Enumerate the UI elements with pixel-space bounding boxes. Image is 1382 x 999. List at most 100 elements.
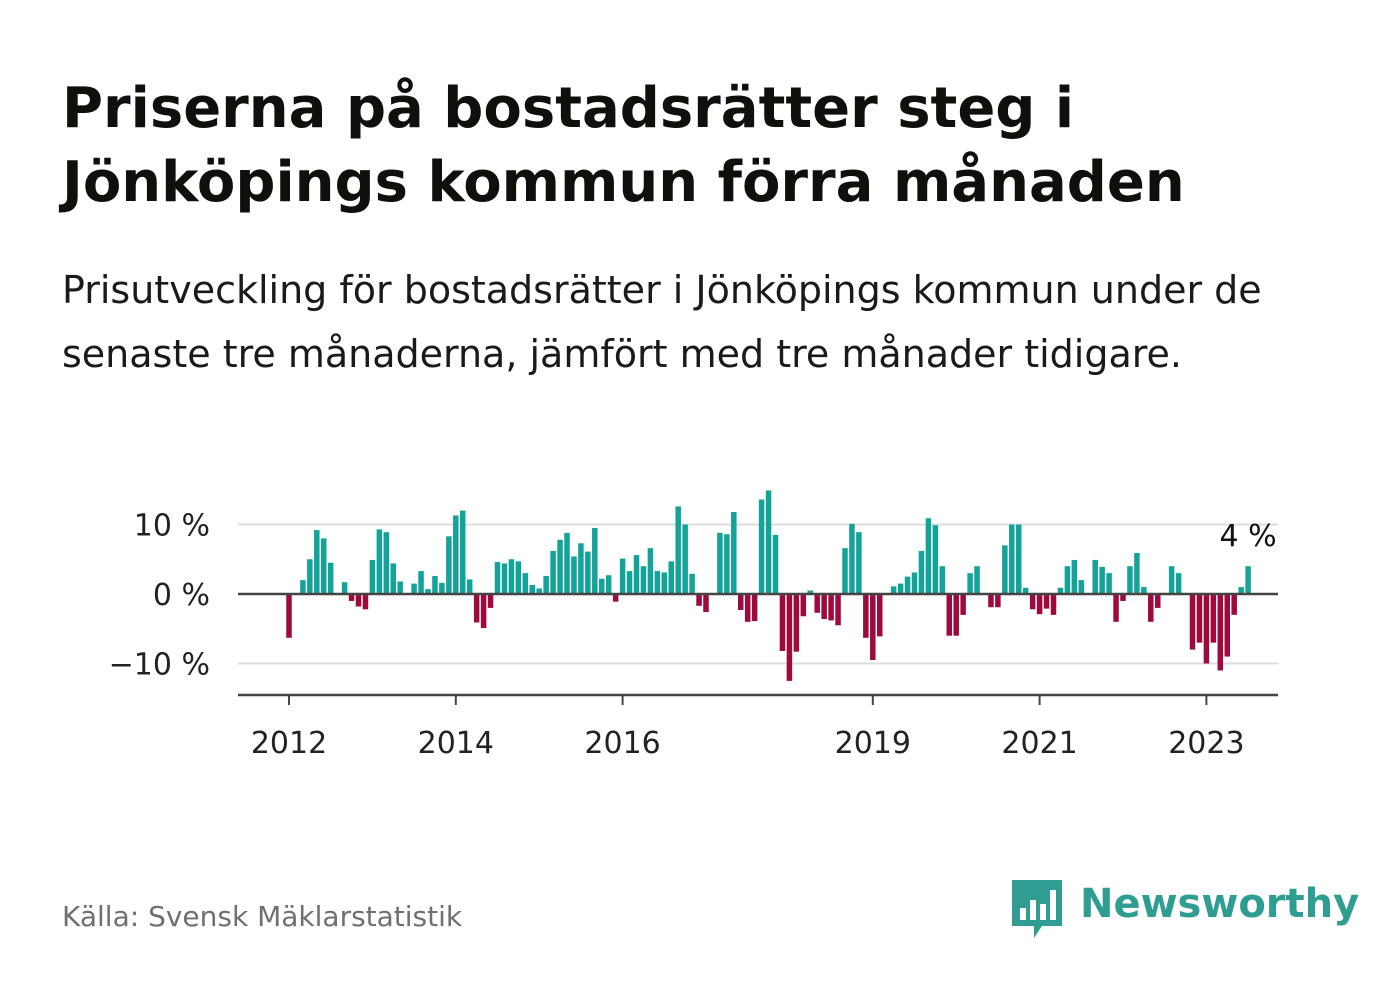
bar bbox=[508, 559, 515, 594]
x-tick-label: 2016 bbox=[584, 726, 660, 761]
bar bbox=[1036, 594, 1043, 615]
bar bbox=[995, 594, 1001, 608]
bar bbox=[348, 594, 355, 601]
bar bbox=[536, 588, 542, 594]
bar bbox=[418, 571, 424, 594]
last-value-annotation: 4 % bbox=[1220, 519, 1277, 554]
y-axis-ticks: −10 % 0 % 10 % bbox=[109, 509, 210, 683]
bar bbox=[911, 572, 918, 594]
x-tick-label: 2014 bbox=[418, 726, 494, 761]
bar bbox=[286, 594, 292, 638]
bar bbox=[592, 527, 598, 594]
bar bbox=[1009, 524, 1015, 594]
bar bbox=[1043, 594, 1050, 609]
bar bbox=[772, 534, 779, 594]
bar bbox=[397, 581, 403, 594]
bar bbox=[640, 566, 647, 594]
bar bbox=[779, 594, 786, 651]
bar bbox=[599, 578, 605, 594]
bar bbox=[1210, 594, 1217, 643]
bar bbox=[557, 539, 563, 594]
bar bbox=[842, 548, 848, 594]
x-tick-label: 2012 bbox=[251, 726, 327, 761]
bar bbox=[1064, 566, 1071, 594]
bar bbox=[473, 594, 480, 623]
bar bbox=[1057, 587, 1064, 594]
y-tick-label: 0 % bbox=[153, 578, 210, 613]
bar bbox=[925, 518, 932, 594]
bar bbox=[696, 594, 702, 606]
bar bbox=[703, 594, 709, 613]
bar bbox=[1120, 594, 1126, 601]
bar bbox=[515, 561, 522, 594]
bar bbox=[480, 594, 487, 629]
bar bbox=[724, 534, 730, 594]
bar bbox=[529, 584, 535, 595]
bar bbox=[571, 556, 577, 594]
bar bbox=[341, 582, 348, 594]
bar bbox=[1002, 545, 1008, 594]
bar bbox=[675, 506, 681, 594]
bar bbox=[446, 536, 452, 594]
bar bbox=[605, 575, 612, 594]
bar bbox=[550, 550, 556, 594]
bar bbox=[682, 524, 688, 594]
bar bbox=[828, 594, 834, 621]
bar bbox=[946, 594, 952, 636]
bar bbox=[1155, 594, 1161, 608]
bar bbox=[1113, 594, 1119, 622]
bar bbox=[1175, 573, 1182, 594]
bar bbox=[300, 580, 306, 594]
bar bbox=[821, 594, 827, 620]
bar bbox=[314, 530, 320, 594]
bar bbox=[355, 594, 362, 607]
bar bbox=[1141, 587, 1147, 594]
bar bbox=[1092, 559, 1098, 594]
bar bbox=[1127, 566, 1133, 594]
bar bbox=[661, 572, 668, 594]
bar bbox=[390, 563, 396, 594]
bar bbox=[1196, 594, 1203, 643]
bar bbox=[856, 532, 862, 594]
y-tick-label: −10 % bbox=[109, 648, 210, 683]
bar bbox=[863, 594, 869, 638]
bar bbox=[564, 532, 570, 594]
bar bbox=[411, 583, 417, 595]
y-tick-label: 10 % bbox=[134, 509, 210, 544]
bar bbox=[953, 594, 959, 636]
bar bbox=[668, 561, 674, 594]
brand-name: Newsworthy bbox=[1080, 881, 1360, 927]
bar bbox=[501, 563, 508, 594]
bar bbox=[453, 515, 459, 594]
x-tick-label: 2023 bbox=[1168, 726, 1244, 761]
bar bbox=[460, 510, 466, 594]
bar bbox=[362, 594, 369, 610]
bar bbox=[1238, 587, 1244, 594]
bar bbox=[626, 571, 633, 594]
bars bbox=[286, 490, 1251, 681]
bar bbox=[918, 550, 925, 594]
bar bbox=[758, 499, 765, 594]
bar bbox=[1106, 573, 1112, 594]
bar bbox=[890, 586, 897, 595]
bar bbox=[793, 594, 800, 652]
bar bbox=[619, 558, 626, 595]
bar bbox=[800, 594, 807, 617]
bar bbox=[633, 555, 640, 594]
bar bbox=[1029, 594, 1036, 610]
bar bbox=[1217, 594, 1224, 671]
x-axis-ticks: 2012 2014 2016 2019 2021 2023 bbox=[251, 695, 1245, 761]
bar bbox=[744, 594, 751, 622]
bar bbox=[578, 543, 584, 594]
bar bbox=[647, 548, 654, 594]
bar-chart: −10 % 0 % 10 % 2012 2014 2016 2019 2021 2023 4 … bbox=[109, 490, 1278, 761]
chart-title: Priserna på bostadsrätter steg i Jönköpi… bbox=[62, 76, 1185, 215]
bar bbox=[897, 583, 904, 595]
x-tick-label: 2021 bbox=[1001, 726, 1077, 761]
bar bbox=[689, 573, 695, 594]
bar bbox=[765, 490, 772, 594]
bar bbox=[327, 562, 334, 594]
bar bbox=[1189, 594, 1196, 650]
bar bbox=[835, 594, 841, 626]
bar-chart-speech-bubble-icon bbox=[1012, 880, 1062, 938]
